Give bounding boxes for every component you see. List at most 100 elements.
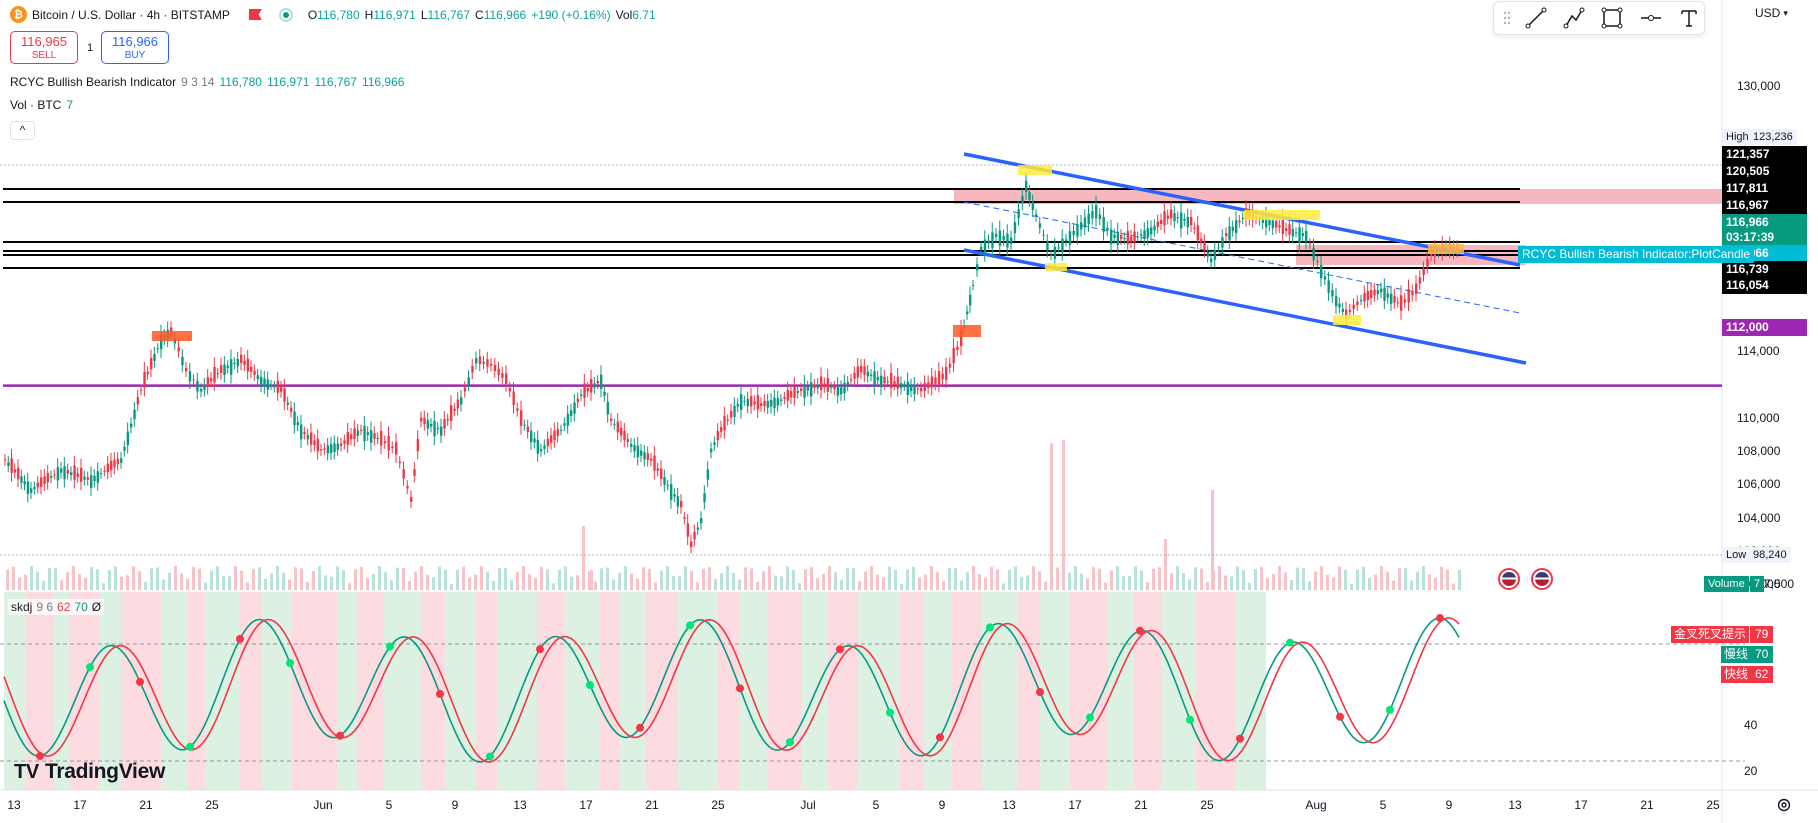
skdj-background-band — [678, 592, 718, 790]
grip-icon[interactable] — [1502, 5, 1512, 31]
skdj-slow-line — [3, 617, 1460, 763]
candle-body — [673, 494, 676, 497]
economic-event-us-flag-icon-2[interactable] — [1531, 568, 1553, 590]
candle-body — [826, 378, 830, 392]
collapse-legend-button[interactable]: ^ — [10, 121, 35, 140]
volume-bar — [846, 567, 849, 590]
horizontal-ray-icon[interactable] — [1636, 5, 1665, 31]
price-label[interactable]: 117,811 — [1722, 180, 1807, 197]
tradingview-logo[interactable]: TV TradingView — [14, 760, 165, 784]
candle-body — [580, 394, 583, 396]
currency-selector[interactable]: USD ▾ — [1755, 6, 1788, 20]
volume-bar — [798, 583, 801, 590]
settings-gear-icon[interactable] — [1776, 797, 1792, 813]
candle-body — [576, 398, 580, 403]
volume-bar — [1404, 567, 1407, 590]
order-quantity[interactable]: 1 — [87, 42, 94, 54]
candle-body — [810, 382, 813, 397]
candle-body — [1050, 254, 1053, 256]
price-label[interactable]: 116,739 — [1722, 261, 1807, 278]
volume-bar — [30, 566, 33, 590]
symbol-title[interactable]: Bitcoin / U.S. Dollar · 4h · BITSTAMP — [32, 7, 230, 22]
candle-body — [856, 366, 860, 378]
price-label[interactable]: 121,357 — [1722, 146, 1807, 163]
candle-body — [243, 360, 246, 365]
candle-body — [150, 357, 153, 370]
skdj-background-band — [740, 592, 768, 790]
candle-body — [177, 347, 180, 352]
candle-body — [181, 356, 184, 366]
candle-body — [1288, 224, 1291, 235]
time-axis-tick: Aug — [1305, 798, 1327, 812]
skdj-tick-20: 20 — [1744, 764, 1758, 778]
path-icon[interactable] — [1559, 5, 1588, 31]
price-axis-tick: 110,000 — [1737, 410, 1780, 425]
price-label[interactable]: 112,000 — [1722, 319, 1807, 336]
candle-body — [1291, 228, 1295, 237]
candle-body — [686, 523, 690, 537]
buy-button[interactable]: 116,966 BUY — [101, 31, 169, 64]
skdj-legend[interactable]: skdj 9 6 62 70 Ø — [8, 599, 105, 615]
candle-body — [1370, 290, 1373, 298]
candle-body — [276, 380, 280, 393]
candle-body — [1271, 220, 1275, 229]
rcyc-indicator-legend[interactable]: RCYC Bullish Bearish Indicator 9 3 14 11… — [10, 75, 404, 89]
volume-bar — [642, 567, 645, 590]
skdj-background-band — [1236, 592, 1266, 790]
plot-candle-tag[interactable]: RCYC Bullish Bearish Indicator:PlotCandl… — [1518, 246, 1755, 263]
candle-body — [543, 445, 546, 449]
candle-body — [130, 423, 133, 428]
price-label[interactable]: 116,967 — [1722, 197, 1807, 214]
candle-body — [196, 381, 199, 392]
volume-bar — [192, 567, 195, 590]
skdj-background-band — [161, 592, 187, 790]
volume-bar — [1458, 569, 1461, 590]
price-label[interactable]: 116,966 — [1722, 214, 1807, 231]
market-open-icon[interactable] — [278, 7, 293, 22]
volume-spike-bar — [1050, 443, 1053, 590]
candle-body — [1091, 211, 1094, 219]
rectangle-icon[interactable] — [1598, 5, 1627, 31]
sell-button[interactable]: 116,965 SELL — [10, 31, 78, 64]
candle-body — [402, 469, 405, 479]
candle-body — [563, 423, 566, 426]
candle-body — [1120, 235, 1123, 239]
volume-bar — [1008, 570, 1011, 590]
volume-bar — [990, 566, 993, 590]
candle-body — [343, 440, 346, 444]
volume-bar — [1038, 571, 1041, 590]
candle-body — [353, 428, 356, 439]
volume-bar — [978, 574, 981, 590]
trendline-icon[interactable] — [1521, 5, 1550, 31]
candle-body — [383, 441, 387, 444]
candle-body — [460, 397, 463, 405]
skdj-signal-dot — [186, 742, 194, 751]
time-axis-tick: 13 — [7, 798, 21, 812]
time-axis-tick: 17 — [73, 798, 87, 812]
volume-bar — [1224, 575, 1227, 590]
candle-body — [1241, 217, 1245, 219]
candle-body — [536, 439, 540, 454]
candle-body — [1035, 214, 1038, 217]
volume-bar — [132, 566, 135, 590]
volume-indicator-legend[interactable]: Vol · BTC 7 — [10, 98, 73, 112]
text-icon[interactable] — [1675, 5, 1704, 31]
flag-icon[interactable] — [248, 9, 262, 20]
volume-bar — [876, 574, 879, 590]
price-label[interactable]: 120,505 — [1722, 163, 1807, 180]
candle-body — [710, 448, 713, 453]
skdj-signal-dot — [136, 677, 144, 686]
volume-bar — [1140, 570, 1143, 590]
candle-body — [583, 383, 586, 398]
candle-body — [336, 443, 340, 450]
economic-event-us-flag-icon[interactable] — [1498, 568, 1520, 590]
candle-body — [1331, 290, 1334, 297]
skdj-signal-dot — [1086, 713, 1094, 722]
candle-body — [240, 354, 243, 364]
price-label[interactable]: 116,054 — [1722, 277, 1807, 294]
candle-body — [463, 387, 467, 392]
volume-bar — [750, 568, 753, 590]
price-label[interactable]: 03:17:39 — [1722, 229, 1807, 246]
